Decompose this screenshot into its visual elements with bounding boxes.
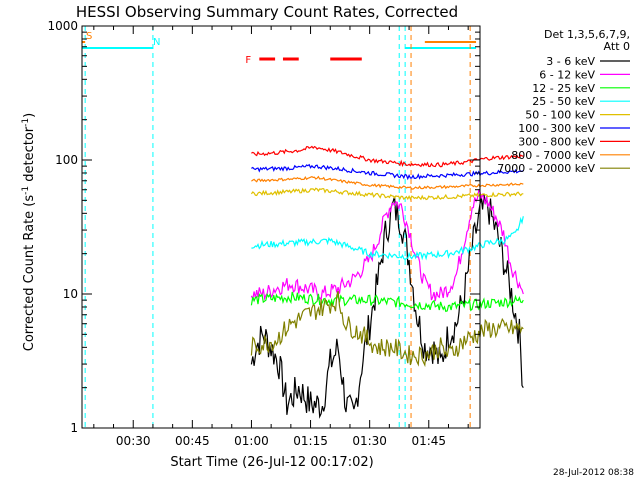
x-tick-label: 00:45 xyxy=(175,434,210,448)
x-tick-label: 01:15 xyxy=(293,434,328,448)
y-axis-label: Corrected Count Rate (s-1 detector-1) xyxy=(21,113,37,351)
legend-label: 800 - 7000 keV xyxy=(511,149,595,162)
flag-label-f: F xyxy=(245,55,251,66)
x-tick-label: 01:45 xyxy=(411,434,446,448)
legend-label: 7000 - 20000 keV xyxy=(497,162,595,175)
legend-label: 100 - 300 keV xyxy=(518,122,595,135)
series-line-4 xyxy=(250,187,524,201)
plot-frame xyxy=(81,25,481,429)
observing-flags: S N F xyxy=(82,26,477,428)
series-line-3 xyxy=(251,216,524,261)
legend-label: 50 - 100 keV xyxy=(525,109,595,122)
legend-label: 25 - 50 keV xyxy=(532,95,595,108)
x-tick-label: 00:30 xyxy=(116,434,151,448)
series-line-8 xyxy=(250,291,524,368)
y-tick-label: 1000 xyxy=(47,19,78,33)
series-line-7 xyxy=(251,175,524,190)
legend-header-attenuator: Att 0 xyxy=(604,40,630,53)
legend-header-detectors: Det 1,3,5,6,7,9, xyxy=(544,28,630,41)
x-axis-label: Start Time (26-Jul-12 00:17:02) xyxy=(170,455,373,470)
flag-label-s: S xyxy=(86,31,92,42)
x-tick-label: 01:00 xyxy=(234,434,269,448)
x-axis: 00:30 00:45 01:00 01:15 01:30 01:45 xyxy=(93,26,469,448)
y-tick-label: 10 xyxy=(63,287,78,301)
y-tick-label: 1 xyxy=(70,421,78,435)
legend-label: 300 - 800 keV xyxy=(518,135,595,148)
data-series xyxy=(250,145,524,419)
flag-label-n: N xyxy=(153,37,160,48)
series-line-2 xyxy=(250,291,524,313)
series-line-5 xyxy=(251,163,524,181)
series-line-6 xyxy=(251,145,524,168)
x-tick-label: 01:30 xyxy=(352,434,387,448)
legend-label: 6 - 12 keV xyxy=(539,68,595,81)
y-axis: 1 10 100 1000 xyxy=(47,19,480,435)
chart-title: HESSI Observing Summary Count Rates, Cor… xyxy=(76,3,458,21)
series-line-0 xyxy=(250,193,524,419)
y-tick-label: 100 xyxy=(55,153,78,167)
legend-label: 12 - 25 keV xyxy=(532,82,595,95)
footer-timestamp: 28-Jul-2012 08:38 xyxy=(553,468,634,478)
legend-label: 3 - 6 keV xyxy=(546,55,595,68)
